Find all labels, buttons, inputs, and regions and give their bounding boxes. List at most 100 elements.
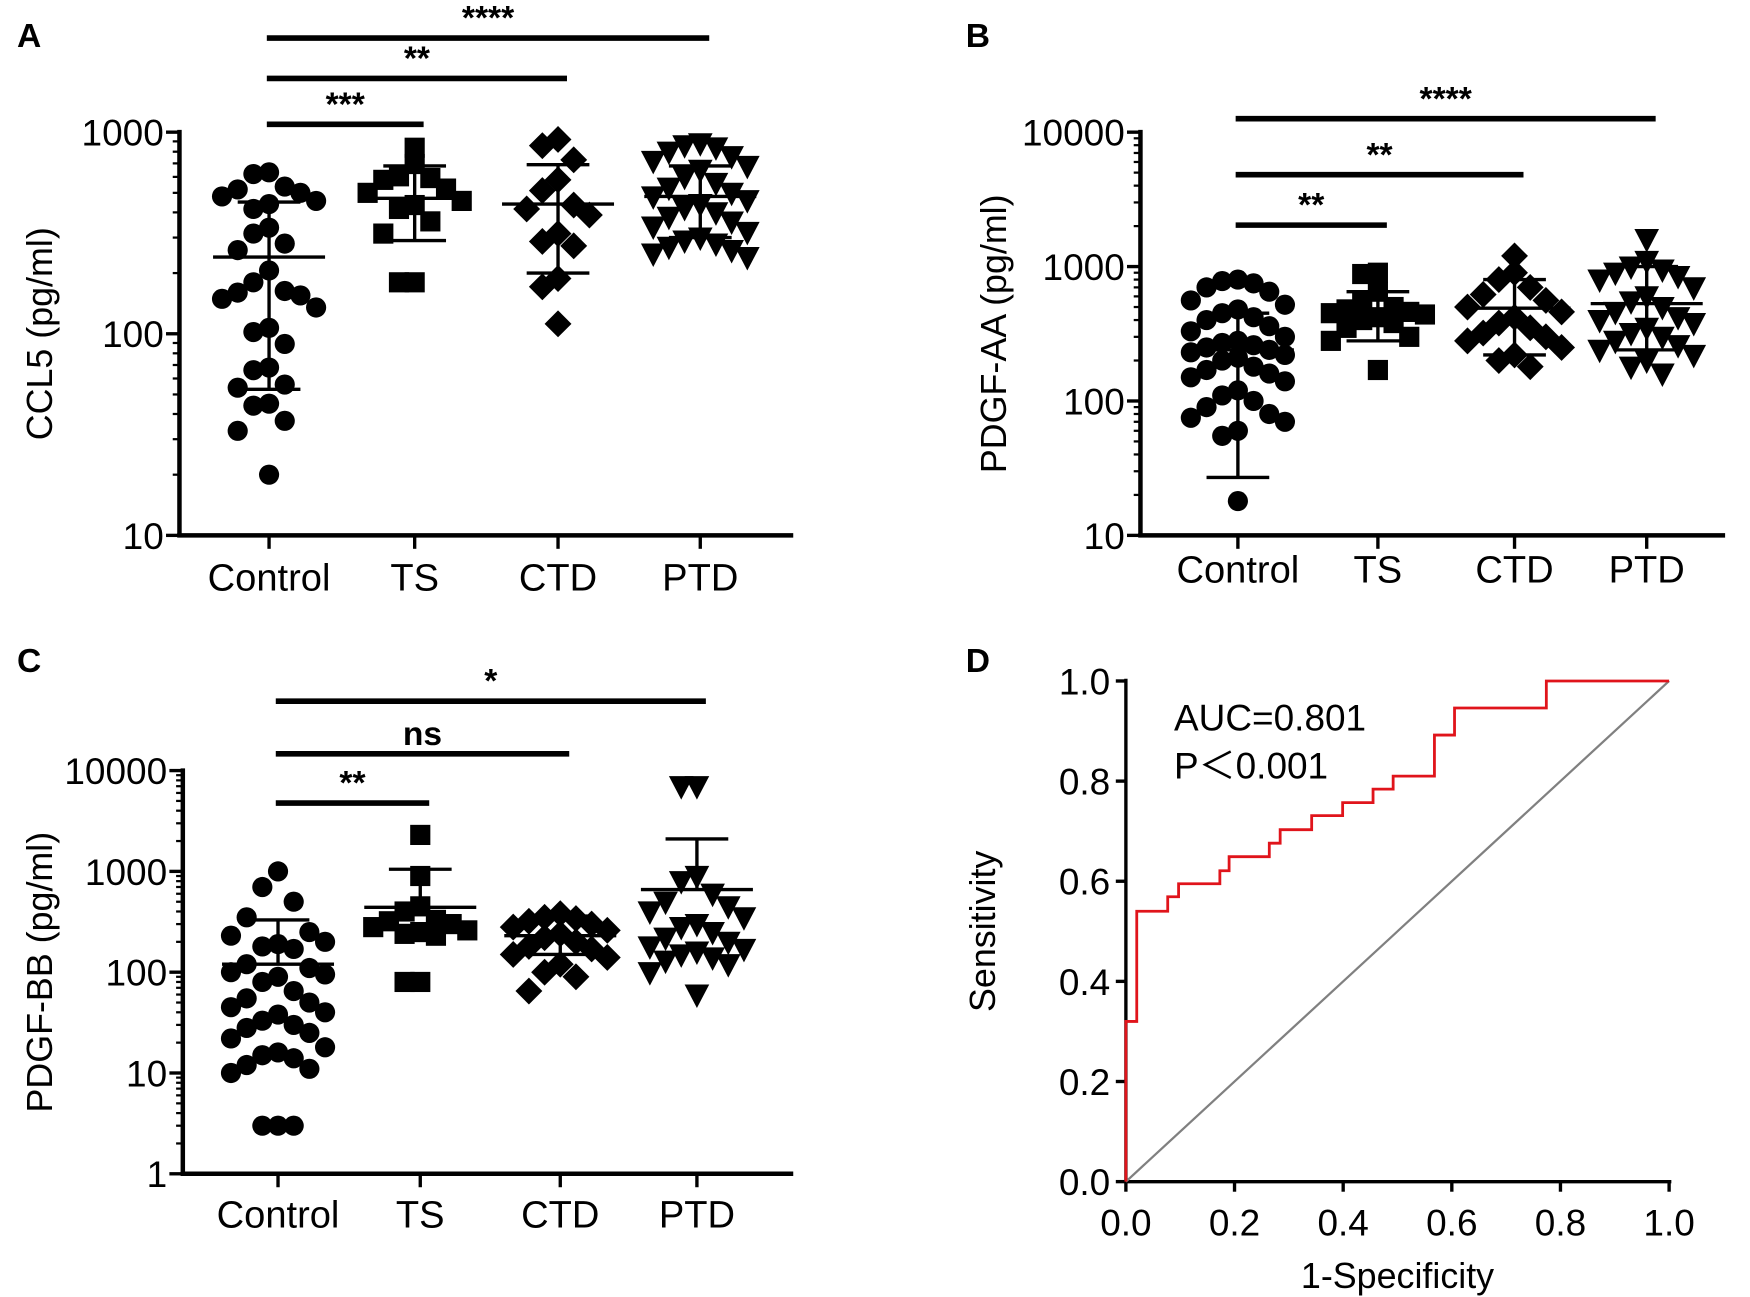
data-point (258, 393, 280, 414)
data-point (734, 221, 760, 246)
data-point (236, 1054, 257, 1076)
data-point (1212, 350, 1233, 371)
x-tick-label: 0.8 (1535, 1202, 1586, 1243)
data-point (243, 321, 264, 343)
x-tick-label: Control (217, 1195, 340, 1237)
data-point (227, 282, 248, 303)
data-point (283, 891, 304, 912)
data-point (314, 931, 336, 952)
data-point (220, 925, 242, 946)
data-point (290, 285, 311, 306)
y-tick-label: 1000 (1043, 247, 1125, 288)
group-control (1180, 269, 1296, 512)
group-ptd (637, 776, 757, 1008)
data-point (562, 963, 590, 991)
group-control (211, 162, 327, 485)
data-point (290, 182, 311, 203)
data-point (258, 162, 280, 183)
x-axis-label: 1-Specificity (1301, 1256, 1494, 1296)
y-tick-label: 0.4 (1059, 962, 1110, 1003)
data-point (560, 232, 588, 260)
data-point (1469, 281, 1497, 308)
data-point (274, 410, 295, 431)
data-point (1618, 356, 1644, 381)
data-point (299, 1058, 320, 1079)
data-point (1180, 321, 1201, 342)
data-point (243, 163, 264, 185)
data-point (394, 971, 415, 993)
data-point (1650, 326, 1675, 351)
data-point (531, 958, 559, 986)
data-point (283, 1048, 304, 1069)
data-point (684, 776, 710, 800)
data-point (653, 891, 678, 916)
x-tick-label: TS (390, 557, 439, 599)
data-point (637, 901, 663, 925)
data-point (306, 297, 327, 318)
group-ctd (499, 900, 621, 1005)
y-tick-label: 0.2 (1059, 1062, 1110, 1103)
data-point (499, 940, 527, 968)
data-point (243, 360, 264, 381)
data-point (283, 980, 304, 1002)
x-tick-label: Control (208, 557, 331, 599)
data-point (236, 1017, 257, 1038)
data-point (1516, 353, 1544, 381)
data-point (410, 824, 431, 846)
y-tick-label: 0.0 (1059, 1162, 1110, 1203)
data-point (283, 1014, 304, 1035)
data-point (299, 992, 320, 1013)
y-axis-label: CCL5 (pg/ml) (20, 227, 60, 440)
data-point (1587, 269, 1612, 294)
data-point (719, 146, 744, 170)
data-point (656, 206, 682, 231)
y-tick-label: 100 (1063, 381, 1125, 422)
data-point (425, 925, 447, 946)
data-point (1180, 367, 1201, 388)
data-point (1516, 273, 1544, 301)
data-point (1259, 363, 1280, 384)
group-ptd (1587, 229, 1707, 387)
data-point (1259, 403, 1280, 425)
data-point (267, 861, 289, 882)
data-point (593, 944, 621, 971)
data-point (719, 211, 744, 236)
data-point (513, 195, 541, 223)
data-point (211, 288, 233, 309)
data-point (734, 190, 760, 214)
data-point (700, 947, 725, 971)
data-point (1336, 317, 1357, 338)
data-point (528, 177, 556, 205)
y-axis-label: PDGF-BB (pg/ml) (20, 832, 60, 1113)
data-point (243, 198, 264, 220)
data-point (1618, 322, 1644, 347)
data-point (1603, 262, 1628, 287)
data-point (719, 182, 744, 207)
data-point (1243, 390, 1264, 412)
data-point (1212, 270, 1233, 292)
x-tick-label: PTD (659, 1195, 735, 1237)
data-point (435, 178, 457, 199)
data-point (1587, 309, 1612, 334)
data-point (220, 997, 242, 1018)
data-point (1259, 316, 1280, 337)
panel-letter: B (966, 18, 990, 55)
panel-letter: A (17, 18, 41, 55)
data-point (672, 135, 697, 159)
reference-diagonal (1125, 680, 1670, 1183)
data-point (252, 971, 273, 993)
y-tick-label: 1 (147, 1154, 168, 1195)
data-point (404, 272, 425, 293)
data-point (220, 962, 242, 983)
data-point (1681, 277, 1707, 301)
data-point (528, 273, 556, 301)
data-point (451, 190, 472, 211)
y-tick-label: 10 (123, 516, 164, 557)
y-tick-label: 1.0 (1059, 661, 1110, 702)
data-point (1681, 312, 1707, 337)
data-point (1180, 290, 1201, 311)
data-point (220, 1062, 242, 1084)
data-point (1352, 263, 1373, 285)
data-point (1274, 344, 1296, 366)
